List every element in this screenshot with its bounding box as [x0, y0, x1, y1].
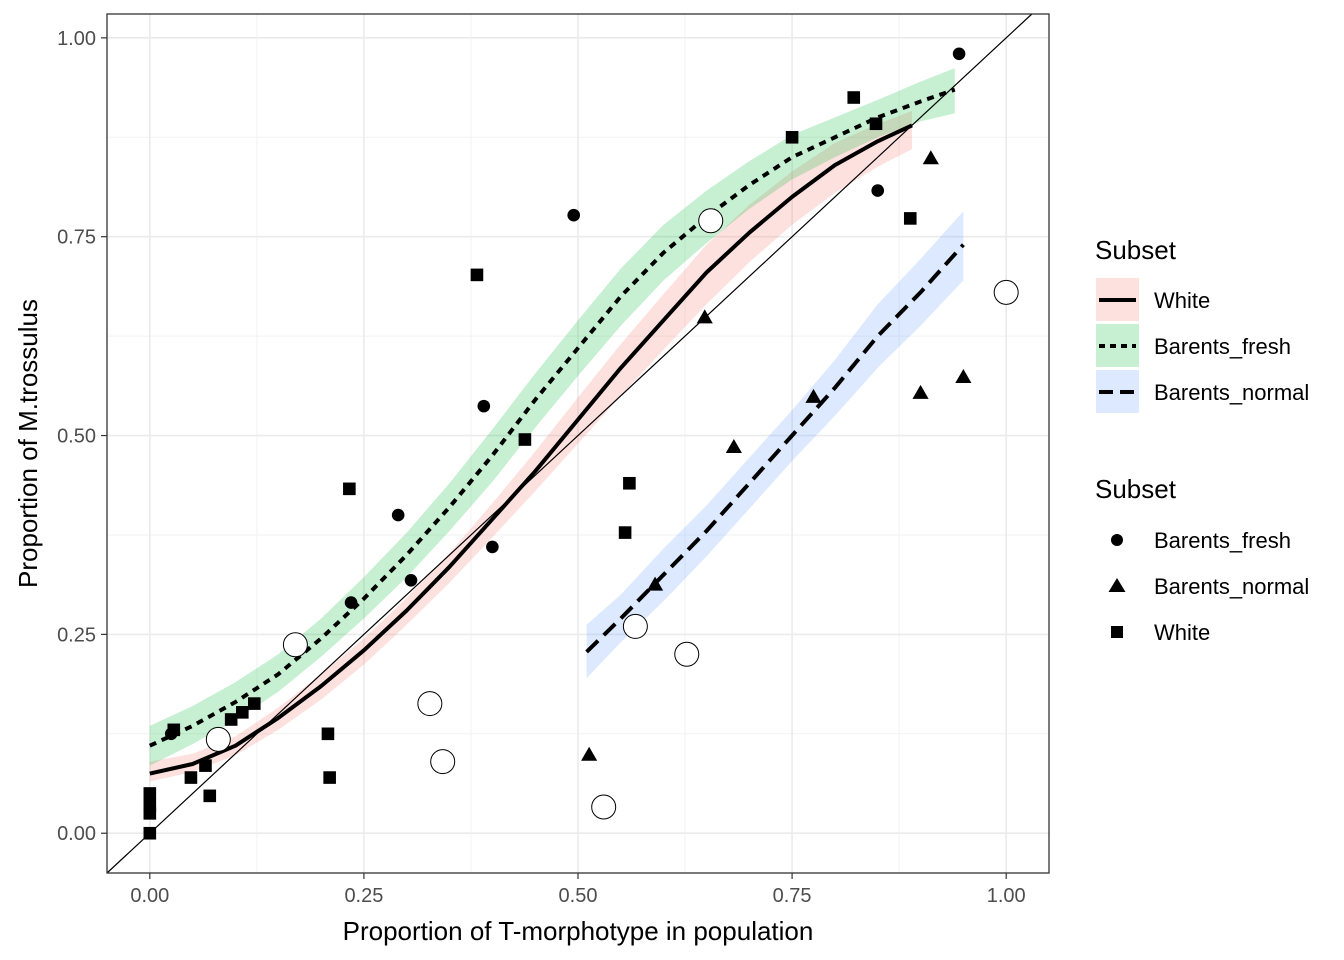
- x-axis: 0.00 0.25 0.50 0.75 1.00: [130, 873, 1026, 907]
- y-tick-label: 0.00: [57, 823, 96, 845]
- point-barents-normal: [581, 746, 598, 761]
- x-tick-label: 0.75: [773, 885, 812, 907]
- legend-label: White: [1154, 288, 1210, 313]
- point-barents-fresh: [567, 208, 581, 222]
- legend-key-circle: [1111, 534, 1123, 546]
- legend-label: Barents_fresh: [1154, 334, 1291, 359]
- point-white: [224, 713, 238, 726]
- y-axis-title: Proportion of M.trossulus: [13, 299, 43, 588]
- point-barents-normal: [725, 438, 742, 454]
- y-tick-label: 0.25: [57, 624, 96, 646]
- point-open-circles: [430, 749, 456, 775]
- point-barents-fresh: [477, 399, 491, 413]
- legend-label: Barents_normal: [1154, 574, 1309, 599]
- point-white: [167, 723, 181, 737]
- legend-key-square: [1111, 626, 1123, 638]
- x-tick-label: 0.50: [559, 885, 598, 907]
- legend-label: White: [1154, 620, 1210, 645]
- x-axis-title: Proportion of T-morphotype in population: [343, 916, 814, 946]
- fit-line-barents-normal: [585, 243, 965, 654]
- data-points: [143, 47, 1019, 840]
- point-white: [903, 212, 917, 225]
- y-axis: 0.00 0.25 0.50 0.75 1.00: [57, 28, 107, 845]
- point-white: [236, 706, 249, 719]
- fit-lines: [148, 87, 965, 776]
- legend-key-triangle: [1108, 578, 1126, 592]
- y-tick-label: 1.00: [57, 28, 96, 50]
- legend-label: Barents_normal: [1154, 380, 1309, 405]
- point-open-circles: [417, 691, 443, 717]
- fit-line-barents-fresh: [148, 87, 956, 748]
- point-open-circles: [993, 279, 1019, 305]
- point-barents-normal: [646, 576, 664, 591]
- point-barents-normal: [955, 368, 972, 384]
- point-barents-normal: [922, 150, 939, 165]
- point-barents-fresh: [952, 47, 966, 61]
- point-white: [343, 482, 356, 496]
- ribbon-barents-normal: [586, 211, 964, 679]
- point-white: [247, 697, 261, 710]
- point-white: [143, 787, 157, 800]
- x-tick-label: 0.25: [344, 885, 383, 907]
- point-white: [470, 268, 484, 282]
- x-tick-label: 0.00: [130, 885, 169, 907]
- point-open-circles: [205, 726, 231, 752]
- point-white: [785, 130, 799, 144]
- point-white: [143, 826, 157, 840]
- point-white: [869, 117, 883, 131]
- ribbon-barents-fresh: [149, 68, 955, 766]
- point-open-circles: [591, 794, 617, 820]
- legend-point-shapes: Subset Barents_fresh Barents_normal White: [1095, 474, 1309, 645]
- point-open-circles: [698, 208, 724, 234]
- point-white: [321, 727, 335, 741]
- point-open-circles: [282, 632, 308, 658]
- fit-line-white: [149, 123, 913, 776]
- point-barents-fresh: [486, 540, 499, 554]
- point-white: [199, 759, 212, 772]
- point-open-circles: [622, 613, 648, 639]
- point-barents-normal: [912, 384, 929, 399]
- y-tick-label: 0.50: [57, 426, 96, 448]
- ribbon-white: [149, 111, 913, 782]
- legend-label: Barents_fresh: [1154, 528, 1291, 553]
- point-barents-normal: [805, 388, 822, 403]
- point-white: [618, 526, 632, 539]
- point-barents-fresh: [391, 508, 405, 522]
- plot-panel: [106, 13, 1050, 874]
- legend-title: Subset: [1095, 235, 1177, 265]
- point-white: [184, 771, 198, 784]
- major-gridlines: [107, 14, 1049, 873]
- confidence-ribbons: [149, 68, 964, 782]
- point-barents-fresh: [871, 184, 885, 197]
- legend-title: Subset: [1095, 474, 1177, 504]
- point-white: [323, 771, 336, 784]
- point-white: [847, 91, 861, 104]
- point-white: [203, 789, 217, 803]
- point-barents-fresh: [404, 574, 418, 587]
- point-barents-normal: [696, 309, 713, 324]
- point-white: [143, 799, 157, 812]
- point-white: [518, 433, 532, 446]
- point-open-circles: [674, 641, 700, 667]
- y-tick-label: 0.75: [57, 227, 96, 249]
- x-tick-label: 1.00: [987, 885, 1026, 907]
- legend-fit-lines: Subset White Barents_fresh Barents_normal: [1095, 235, 1309, 413]
- point-white: [623, 476, 636, 490]
- point-barents-fresh: [344, 596, 358, 609]
